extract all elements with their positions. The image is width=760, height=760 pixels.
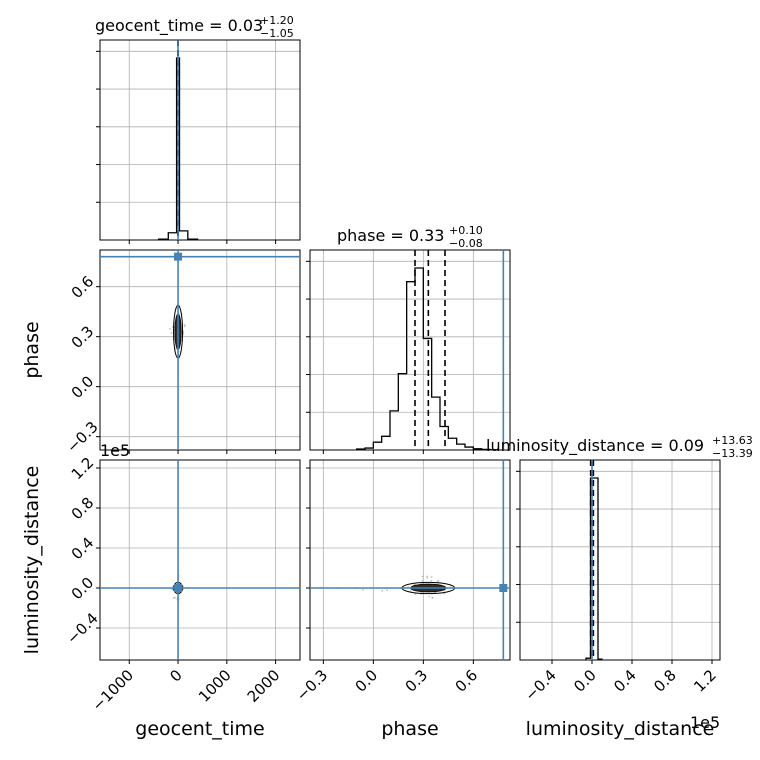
sample-point xyxy=(172,596,175,599)
sample-point xyxy=(409,590,412,592)
y-tick-label: −0.4 xyxy=(63,609,101,647)
sample-point xyxy=(184,325,186,328)
panel-frame xyxy=(99,39,301,241)
x-tick-label: 0.0 xyxy=(352,666,382,696)
offset-text-y: 1e5 xyxy=(100,441,130,460)
y-tick-label: 0.4 xyxy=(68,534,98,564)
sample-point xyxy=(381,589,384,592)
x-tick-label: 1000 xyxy=(195,666,235,706)
title-distance-plus: +13.63 xyxy=(712,434,753,447)
x-tick-label: 2000 xyxy=(244,666,284,706)
ylabel-distance: luminosity_distance xyxy=(21,466,43,655)
x-tick-label: −0.4 xyxy=(521,666,559,704)
y-tick-label: 0.0 xyxy=(68,574,98,604)
sample-point xyxy=(437,579,440,582)
panel-frame xyxy=(309,249,511,451)
panel-frame xyxy=(519,459,721,661)
title-phase-plus: +0.10 xyxy=(449,224,483,237)
histogram-step xyxy=(585,477,603,660)
sample-point xyxy=(362,588,364,591)
x-tick-label: 0.4 xyxy=(610,666,640,696)
y-tick-label: 1.2 xyxy=(68,454,98,484)
y-tick-label: 0.0 xyxy=(68,372,98,402)
sample-point xyxy=(431,596,434,599)
truth-marker xyxy=(174,584,183,592)
sample-point xyxy=(170,332,173,334)
y-tick-label: 0.8 xyxy=(68,494,98,524)
panel-distance-hist xyxy=(516,459,721,664)
panel-phase-vs-geocent-time xyxy=(96,249,301,454)
xlabel-geocent-time: geocent_time xyxy=(135,718,264,740)
title-phase-minus: −0.08 xyxy=(449,237,483,250)
x-tick-label: 0.3 xyxy=(402,666,432,696)
x-tick-label: −1000 xyxy=(88,666,137,715)
title-distance: luminosity_distance = 0.09 xyxy=(486,436,704,456)
title-phase: phase = 0.33 xyxy=(337,226,444,245)
title-distance-minus: −13.39 xyxy=(712,447,753,460)
sample-point xyxy=(421,579,424,582)
sample-point xyxy=(414,593,417,596)
sample-point xyxy=(430,576,433,578)
y-tick-label: 0.6 xyxy=(68,272,98,302)
panel-phase-hist xyxy=(306,249,511,454)
sample-point xyxy=(386,589,388,592)
xlabel-distance: luminosity_distance xyxy=(526,718,715,740)
x-tick-label: 0.0 xyxy=(570,666,600,696)
xlabel-phase: phase xyxy=(381,718,438,740)
panel-frame xyxy=(99,249,301,451)
truth-marker xyxy=(499,584,508,592)
panel-distance-vs-geocent-time xyxy=(96,459,301,664)
title-geocent-time: geocent_time = 0.03 xyxy=(95,16,263,36)
sample-point xyxy=(169,328,171,330)
sample-point xyxy=(426,575,428,578)
offset-text-x: 1e5 xyxy=(690,713,720,732)
sample-point xyxy=(421,575,424,578)
x-tick-label: 0 xyxy=(166,666,185,685)
x-tick-label: 1.2 xyxy=(690,666,720,696)
sample-point xyxy=(443,592,446,595)
x-tick-label: 0.6 xyxy=(452,666,482,696)
y-tick-label: −0.3 xyxy=(63,418,101,456)
y-tick-label: 0.3 xyxy=(68,322,98,352)
panel-geocent-time-hist xyxy=(96,39,301,244)
panel-frame xyxy=(99,459,301,661)
sample-point xyxy=(428,595,431,598)
histogram-step xyxy=(356,267,499,451)
ylabel-phase: phase xyxy=(21,321,43,378)
panel-frame xyxy=(309,459,511,661)
x-tick-label: 0.8 xyxy=(650,666,680,696)
sample-point xyxy=(430,579,433,582)
sample-point xyxy=(183,323,186,326)
panel-distance-vs-phase xyxy=(306,459,511,664)
x-tick-label: −0.3 xyxy=(293,666,331,704)
truth-marker xyxy=(174,252,183,261)
title-geocent-time-minus: −1.05 xyxy=(260,27,294,40)
title-geocent-time-plus: +1.20 xyxy=(260,14,294,27)
sample-point xyxy=(174,596,176,599)
